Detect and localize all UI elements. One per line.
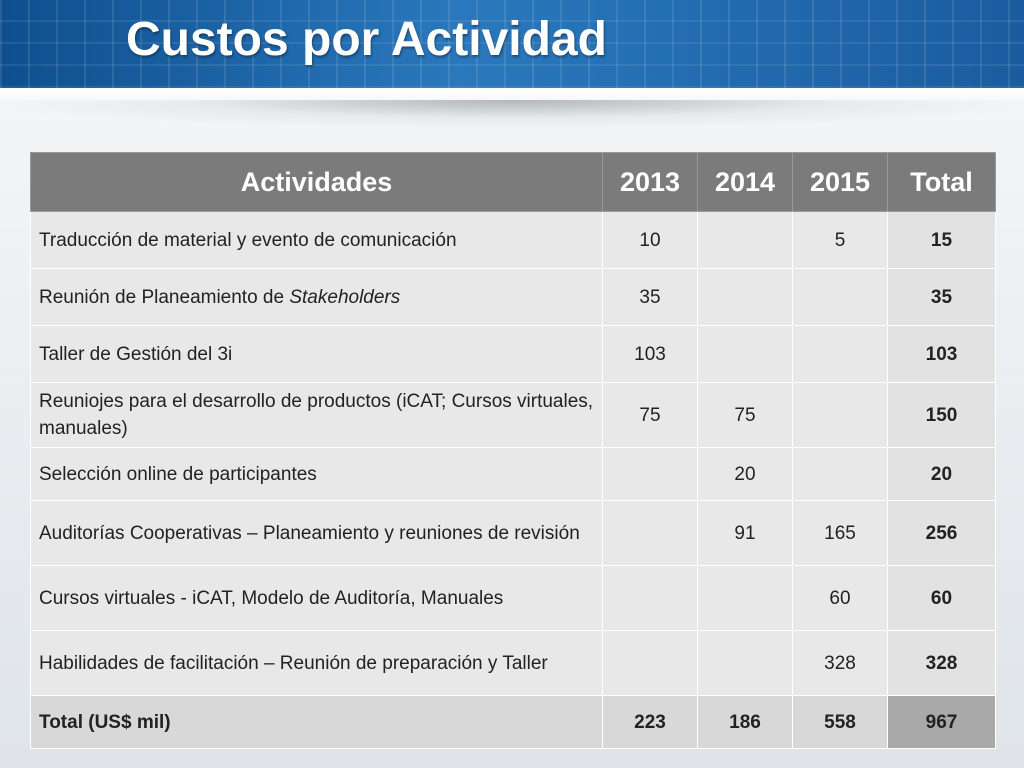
value-2013 [602, 447, 698, 501]
value-2015: 60 [792, 565, 888, 631]
total-2013: 223 [602, 695, 698, 749]
value-total: 328 [887, 630, 996, 696]
table-row: Selección online de participantes 20 20 [30, 447, 996, 501]
cost-table: Actividades 2013 2014 2015 Total Traducc… [30, 152, 996, 749]
table-row: Habilidades de facilitación – Reunión de… [30, 630, 996, 696]
value-2013 [602, 565, 698, 631]
value-total: 15 [887, 211, 996, 269]
value-2014: 75 [697, 382, 793, 448]
activity-text: Reunión de Planeamiento de [39, 286, 290, 308]
activity-cell: Taller de Gestión del 3i [30, 325, 603, 383]
header-2014: 2014 [697, 152, 793, 212]
value-2014: 91 [697, 500, 793, 566]
value-total: 60 [887, 565, 996, 631]
header-2013: 2013 [602, 152, 698, 212]
title-divider [0, 88, 1024, 102]
value-2014 [697, 565, 793, 631]
value-2015: 5 [792, 211, 888, 269]
total-2015: 558 [792, 695, 888, 749]
activity-cell: Cursos virtuales - iCAT, Modelo de Audit… [30, 565, 603, 631]
value-2014 [697, 630, 793, 696]
value-2015 [792, 268, 888, 326]
value-2013: 35 [602, 268, 698, 326]
value-2013: 103 [602, 325, 698, 383]
activity-italic-text: Stakeholders [289, 286, 401, 308]
value-2015 [792, 325, 888, 383]
value-2015: 328 [792, 630, 888, 696]
activity-cell: Traducción de material y evento de comun… [30, 211, 603, 269]
value-2014 [697, 325, 793, 383]
activity-cell: Habilidades de facilitación – Reunión de… [30, 630, 603, 696]
table-row: Traducción de material y evento de comun… [30, 211, 996, 269]
value-2014 [697, 211, 793, 269]
value-2013: 10 [602, 211, 698, 269]
value-total: 20 [887, 447, 996, 501]
header-2015: 2015 [792, 152, 888, 212]
table-row: Reuniojes para el desarrollo de producto… [30, 382, 996, 448]
table-total-row: Total (US$ mil) 223 186 558 967 [30, 695, 996, 749]
activity-cell: Reunión de Planeamiento de Stakeholders [30, 268, 603, 326]
activity-cell: Reuniojes para el desarrollo de producto… [30, 382, 603, 448]
value-2014: 20 [697, 447, 793, 501]
value-2015 [792, 447, 888, 501]
title-banner [0, 0, 1024, 88]
title-shadow [0, 100, 1024, 128]
activity-cell: Auditorías Cooperativas – Planeamiento y… [30, 500, 603, 566]
activity-cell: Selección online de participantes [30, 447, 603, 501]
value-2013 [602, 500, 698, 566]
grand-total: 967 [887, 695, 996, 749]
value-total: 35 [887, 268, 996, 326]
value-2014 [697, 268, 793, 326]
value-2013 [602, 630, 698, 696]
header-total: Total [887, 152, 996, 212]
total-label: Total (US$ mil) [30, 695, 603, 749]
table-header-row: Actividades 2013 2014 2015 Total [30, 152, 996, 212]
table-row: Reunión de Planeamiento de Stakeholders … [30, 268, 996, 326]
slide-title: Custos por Actividad [126, 13, 607, 66]
header-activities: Actividades [30, 152, 603, 212]
table-row: Auditorías Cooperativas – Planeamiento y… [30, 500, 996, 566]
table-row: Taller de Gestión del 3i 103 103 [30, 325, 996, 383]
value-total: 256 [887, 500, 996, 566]
value-2013: 75 [602, 382, 698, 448]
value-total: 103 [887, 325, 996, 383]
total-2014: 186 [697, 695, 793, 749]
table-row: Cursos virtuales - iCAT, Modelo de Audit… [30, 565, 996, 631]
value-2015: 165 [792, 500, 888, 566]
value-total: 150 [887, 382, 996, 448]
value-2015 [792, 382, 888, 448]
